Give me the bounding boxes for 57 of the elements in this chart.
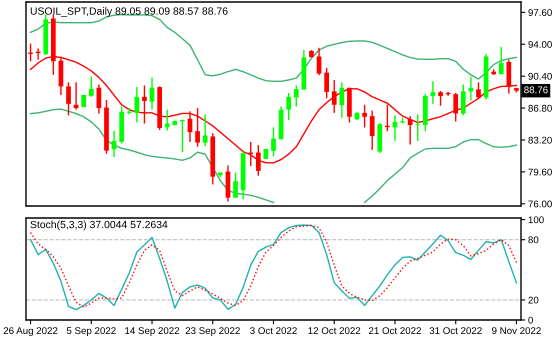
y-tick-label: 76.00 — [528, 200, 552, 208]
x-tick-label: 3 Oct 2022 — [250, 327, 297, 334]
y-tick-label: 79.60 — [528, 168, 552, 176]
candlestick — [324, 67, 329, 100]
y-tick-label: 100 — [528, 216, 544, 224]
candlestick — [188, 110, 192, 143]
candlestick — [195, 107, 200, 148]
y-tick-label: 94.00 — [528, 41, 552, 48]
candlestick — [35, 48, 42, 60]
candlestick — [294, 84, 299, 108]
x-tick-label: 12 Oct 2022 — [308, 327, 360, 334]
chart-title: USOIL_SPT,Daily 89.05 89.09 88.57 88.76 — [30, 7, 228, 17]
candlestick — [180, 118, 185, 153]
y-tick-label: 86.80 — [528, 104, 552, 112]
candlestick — [271, 126, 276, 158]
candlestick — [142, 84, 147, 124]
candlestick — [384, 104, 390, 132]
candlestick — [233, 172, 238, 199]
candlestick — [408, 115, 413, 146]
candlestick — [468, 76, 474, 102]
x-tick-label: 26 Aug 2022 — [4, 327, 58, 336]
candlestick — [286, 92, 292, 121]
x-tick-label: 5 Sep 2022 — [66, 327, 116, 336]
y-tick-label: 0 — [528, 316, 533, 324]
candlestick — [96, 84, 102, 114]
candlestick — [370, 110, 375, 151]
candlestick — [316, 47, 322, 76]
x-tick-label: 14 Sep 2022 — [125, 327, 180, 336]
candlestick — [28, 42, 34, 62]
candlestick — [460, 84, 466, 116]
candlestick — [430, 80, 436, 105]
chart-title: Stoch(5,3,3) 37.0044 57.2634 — [30, 220, 168, 230]
candlestick — [339, 82, 344, 118]
candlestick — [134, 86, 140, 124]
y-tick-label: 97.60 — [528, 9, 552, 16]
y-tick-label: 80 — [528, 236, 538, 244]
candlestick — [112, 130, 116, 158]
x-tick-label: 31 Oct 2022 — [430, 327, 482, 334]
x-tick-label: 23 Sep 2022 — [186, 327, 240, 336]
candlestick — [88, 76, 94, 98]
y-tick-label: 20 — [528, 296, 538, 304]
candlestick — [453, 92, 458, 122]
candlestick — [66, 82, 71, 116]
candlestick — [498, 46, 504, 75]
y-tick-label: 83.20 — [528, 136, 552, 144]
candlestick — [476, 82, 481, 100]
x-tick-label: 21 Oct 2022 — [368, 327, 421, 334]
candlestick — [150, 76, 154, 110]
candlestick — [164, 108, 170, 132]
x-tick-label: 9 Nov 2022 — [492, 327, 541, 334]
text: 88.76 — [524, 86, 548, 94]
candlestick — [202, 114, 208, 147]
candlestick — [438, 90, 443, 106]
y-tick-label: 90.40 — [528, 72, 552, 80]
candlestick — [332, 79, 337, 114]
candlestick — [392, 114, 398, 142]
candlestick — [362, 104, 367, 128]
